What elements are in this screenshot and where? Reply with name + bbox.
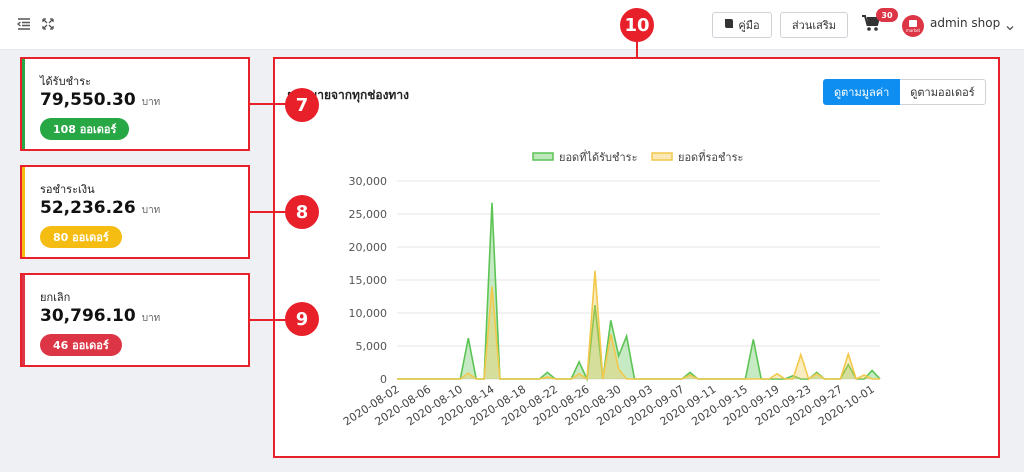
stat-card-pending: รอชำระเงิน 52,236.26 บาท 80 ออเดอร์ bbox=[20, 165, 250, 259]
series-line-1 bbox=[397, 270, 880, 381]
fullscreen-icon[interactable] bbox=[40, 16, 56, 32]
avatar[interactable]: market bbox=[902, 15, 924, 37]
stat-card-cancelled: ยกเลิก 30,796.10 บาท 46 ออเดอร์ bbox=[20, 273, 250, 367]
stat-unit: บาท bbox=[141, 205, 161, 216]
y-tick-label: 30,000 bbox=[349, 175, 388, 188]
callout-connector bbox=[250, 319, 288, 321]
legend-swatch bbox=[532, 152, 554, 161]
legend-label: ยอดที่รอชำระ bbox=[678, 149, 743, 164]
stat-value: 52,236.26 bbox=[40, 198, 136, 218]
stat-accent-bar bbox=[22, 275, 25, 365]
menu-collapse-icon[interactable] bbox=[16, 16, 32, 32]
y-tick-label: 25,000 bbox=[349, 208, 388, 221]
sales-chart: 05,00010,00015,00020,00025,00030,0002020… bbox=[341, 149, 881, 428]
callout-9: 9 bbox=[285, 302, 319, 336]
y-tick-label: 5,000 bbox=[356, 340, 388, 353]
y-tick-label: 0 bbox=[380, 373, 387, 386]
orders-badge[interactable]: 80 ออเดอร์ bbox=[40, 226, 122, 248]
orders-badge[interactable]: 46 ออเดอร์ bbox=[40, 334, 122, 356]
stat-title: รอชำระเงิน bbox=[40, 183, 95, 196]
callout-7: 7 bbox=[285, 88, 319, 122]
user-name[interactable]: admin shop bbox=[930, 16, 1001, 30]
stat-accent-bar bbox=[22, 167, 25, 257]
orders-badge[interactable]: 108 ออเดอร์ bbox=[40, 118, 130, 140]
stat-value-line: 52,236.26 บาท bbox=[40, 198, 160, 218]
callout-8: 8 bbox=[285, 195, 319, 229]
stat-title: ได้รับชำระ bbox=[40, 75, 92, 88]
stat-value-line: 30,796.10 บาท bbox=[40, 306, 160, 326]
chevron-down-icon[interactable] bbox=[1005, 18, 1015, 31]
callout-connector bbox=[636, 40, 638, 58]
stat-card-paid: ได้รับชำระ 79,550.30 บาท 108 ออเดอร์ bbox=[20, 57, 250, 151]
addons-button[interactable]: ส่วนเสริม bbox=[780, 12, 848, 38]
addons-label: ส่วนเสริม bbox=[791, 19, 837, 32]
avatar-text: market bbox=[906, 28, 921, 33]
stat-value: 30,796.10 bbox=[40, 306, 136, 326]
y-tick-label: 10,000 bbox=[349, 307, 388, 320]
y-tick-label: 20,000 bbox=[349, 241, 388, 254]
legend-label: ยอดที่ได้รับชำระ bbox=[559, 149, 637, 164]
view-by-orders-button[interactable]: ดูตามออเดอร์ bbox=[900, 79, 986, 105]
view-by-value-button[interactable]: ดูตามมูลค่า bbox=[823, 79, 901, 105]
series-area-0 bbox=[397, 202, 880, 379]
callout-10: 10 bbox=[620, 8, 654, 42]
legend-swatch bbox=[651, 152, 673, 161]
stat-unit: บาท bbox=[141, 313, 161, 324]
view-toggle: ดูตามมูลค่า ดูตามออเดอร์ bbox=[823, 79, 986, 105]
callout-connector bbox=[250, 211, 288, 213]
stat-unit: บาท bbox=[141, 97, 161, 108]
stat-value-line: 79,550.30 บาท bbox=[40, 90, 160, 110]
y-tick-label: 15,000 bbox=[349, 274, 388, 287]
cart-count-badge: 30 bbox=[876, 8, 898, 22]
callout-connector bbox=[250, 103, 288, 105]
stat-title: ยกเลิก bbox=[40, 291, 71, 304]
series-area-1 bbox=[397, 270, 880, 379]
manual-label: คู่มือ bbox=[738, 19, 760, 32]
manual-button[interactable]: คู่มือ bbox=[712, 12, 772, 38]
stat-value: 79,550.30 bbox=[40, 90, 136, 110]
sales-chart-panel: ยอดขายจากทุกช่องทาง ดูตามมูลค่า ดูตามออเ… bbox=[273, 57, 1000, 458]
book-icon bbox=[724, 18, 734, 32]
stat-accent-bar bbox=[22, 59, 25, 149]
top-navbar: คู่มือ ส่วนเสริม 30 market admin shop bbox=[0, 0, 1024, 50]
